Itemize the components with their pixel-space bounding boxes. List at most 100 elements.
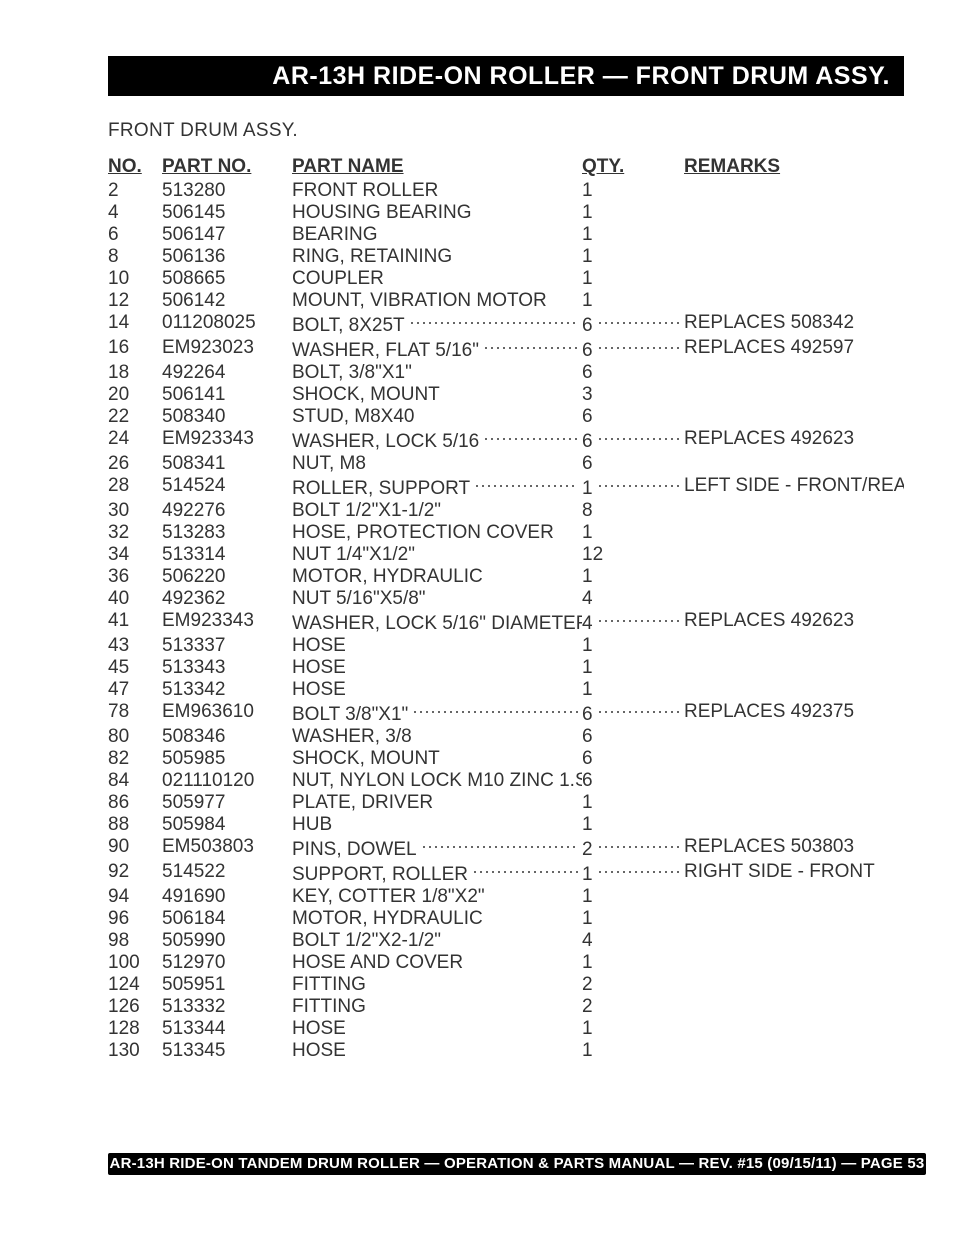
cell-no: 82	[108, 748, 162, 770]
cell-remarks	[684, 930, 904, 952]
table-row: 12506142MOUNT, VIBRATION MOTOR1	[108, 290, 904, 312]
cell-no: 80	[108, 726, 162, 748]
cell-partno: 514524	[162, 475, 292, 500]
subhead: FRONT DRUM ASSY.	[108, 120, 904, 142]
parts-tbody: 2513280FRONT ROLLER14506145HOUSING BEARI…	[108, 180, 904, 1062]
cell-qty: 6	[582, 362, 684, 384]
cell-no: 24	[108, 428, 162, 453]
cell-no: 6	[108, 224, 162, 246]
cell-remarks	[684, 657, 904, 679]
cell-partno: 506141	[162, 384, 292, 406]
cell-partno: 505951	[162, 974, 292, 996]
cell-partname: BEARING	[292, 224, 582, 246]
table-row: 4506145HOUSING BEARING1	[108, 202, 904, 224]
cell-partname: WASHER, 3/8	[292, 726, 582, 748]
table-row: 88505984HUB1	[108, 814, 904, 836]
cell-partno: 513332	[162, 996, 292, 1018]
cell-remarks	[684, 202, 904, 224]
cell-qty: 1	[582, 952, 684, 974]
cell-partname: FITTING	[292, 974, 582, 996]
cell-qty: 6	[582, 748, 684, 770]
cell-qty: 1	[582, 522, 684, 544]
cell-partno: 513337	[162, 635, 292, 657]
cell-remarks	[684, 588, 904, 610]
cell-no: 45	[108, 657, 162, 679]
cell-remarks	[684, 268, 904, 290]
cell-qty: 1	[582, 202, 684, 224]
cell-remarks	[684, 500, 904, 522]
cell-partno: 513283	[162, 522, 292, 544]
cell-remarks: RIGHT SIDE - FRONT	[684, 861, 904, 886]
cell-qty: 1	[582, 861, 684, 886]
page: AR-13H RIDE-ON ROLLER — FRONT DRUM ASSY.…	[0, 0, 954, 1235]
title-bar: AR-13H RIDE-ON ROLLER — FRONT DRUM ASSY.	[108, 56, 904, 96]
cell-qty: 6	[582, 726, 684, 748]
cell-remarks	[684, 996, 904, 1018]
cell-partname: HUB	[292, 814, 582, 836]
cell-remarks	[684, 453, 904, 475]
cell-partno: 513314	[162, 544, 292, 566]
table-row: 28514524ROLLER, SUPPORT1LEFT SIDE - FRON…	[108, 475, 904, 500]
cell-qty: 6	[582, 428, 684, 453]
cell-partno: 492264	[162, 362, 292, 384]
cell-partno: EM923023	[162, 337, 292, 362]
table-row: 24EM923343WASHER, LOCK 5/166REPLACES 492…	[108, 428, 904, 453]
cell-qty: 1	[582, 886, 684, 908]
cell-partno: 513343	[162, 657, 292, 679]
cell-remarks: REPLACES 492623	[684, 428, 904, 453]
table-row: 80508346WASHER, 3/86	[108, 726, 904, 748]
cell-partno: EM923343	[162, 610, 292, 635]
cell-partno: 513342	[162, 679, 292, 701]
cell-remarks	[684, 726, 904, 748]
cell-qty: 2	[582, 836, 684, 861]
cell-partname: FITTING	[292, 996, 582, 1018]
cell-partno: EM963610	[162, 701, 292, 726]
cell-partname: HOSE, PROTECTION COVER	[292, 522, 582, 544]
cell-no: 96	[108, 908, 162, 930]
cell-partname: HOSE	[292, 1018, 582, 1040]
table-row: 86505977PLATE, DRIVER1	[108, 792, 904, 814]
cell-remarks: REPLACES 492597	[684, 337, 904, 362]
cell-remarks: REPLACES 508342	[684, 312, 904, 337]
table-row: 82505985SHOCK, MOUNT6	[108, 748, 904, 770]
cell-partname: NUT 1/4"X1/2"	[292, 544, 582, 566]
cell-qty: 1	[582, 224, 684, 246]
cell-remarks: REPLACES 492375	[684, 701, 904, 726]
cell-partno: EM503803	[162, 836, 292, 861]
cell-no: 32	[108, 522, 162, 544]
cell-no: 126	[108, 996, 162, 1018]
cell-qty: 1	[582, 792, 684, 814]
cell-partname: BOLT 1/2"X2-1/2"	[292, 930, 582, 952]
footer-bar: AR-13H RIDE-ON TANDEM DRUM ROLLER — OPER…	[108, 1153, 926, 1175]
table-row: 43513337HOSE1	[108, 635, 904, 657]
col-qty: QTY.	[582, 156, 684, 180]
cell-partno: 491690	[162, 886, 292, 908]
cell-partname: HOSE	[292, 635, 582, 657]
cell-no: 40	[108, 588, 162, 610]
cell-partname: MOTOR, HYDRAULIC	[292, 566, 582, 588]
parts-table: NO. PART NO. PART NAME QTY. REMARKS 2513…	[108, 156, 904, 1062]
cell-partno: 506142	[162, 290, 292, 312]
cell-no: 92	[108, 861, 162, 886]
cell-partno: 512970	[162, 952, 292, 974]
table-row: 10508665COUPLER1	[108, 268, 904, 290]
table-row: 128513344HOSE1	[108, 1018, 904, 1040]
table-row: 92514522SUPPORT, ROLLER1RIGHT SIDE - FRO…	[108, 861, 904, 886]
cell-qty: 1	[582, 814, 684, 836]
cell-qty: 6	[582, 337, 684, 362]
table-row: 20506141SHOCK, MOUNT3	[108, 384, 904, 406]
cell-qty: 1	[582, 566, 684, 588]
cell-remarks	[684, 770, 904, 792]
cell-remarks	[684, 814, 904, 836]
cell-qty: 1	[582, 657, 684, 679]
cell-partname: HOSE	[292, 657, 582, 679]
cell-partname: HOSE	[292, 679, 582, 701]
cell-remarks	[684, 180, 904, 202]
col-partname: PART NAME	[292, 156, 582, 180]
cell-remarks	[684, 544, 904, 566]
cell-no: 86	[108, 792, 162, 814]
cell-no: 128	[108, 1018, 162, 1040]
cell-partno: 506147	[162, 224, 292, 246]
cell-partno: 506220	[162, 566, 292, 588]
cell-partname: WASHER, LOCK 5/16" DIAMETER	[292, 610, 582, 635]
